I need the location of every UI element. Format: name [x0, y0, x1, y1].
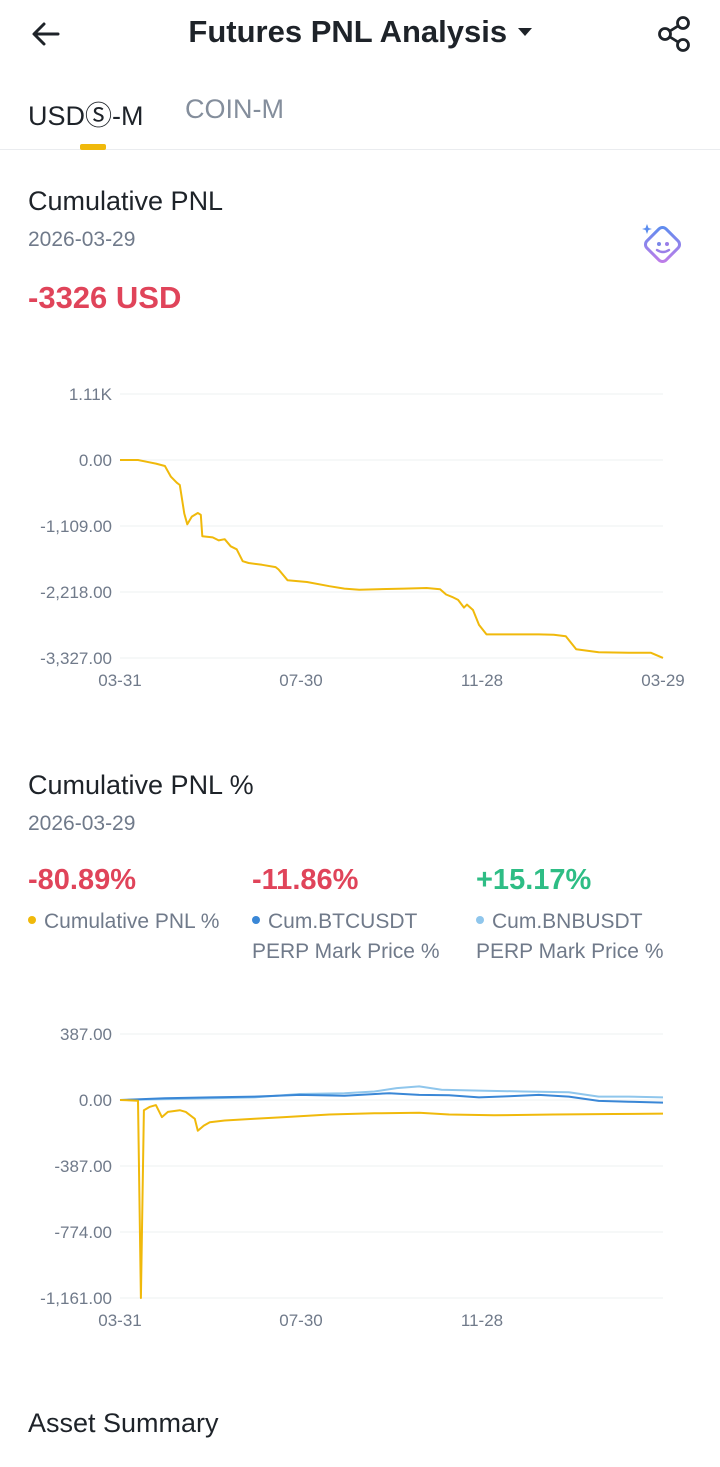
cumulative-pnl-pct-date: 2026-03-29 [28, 812, 136, 835]
ai-assistant-button[interactable] [638, 222, 688, 268]
back-button[interactable] [28, 14, 68, 54]
stat-btc-mark-price-pct: -11.86% [252, 864, 359, 896]
stat-bnb-mark-price-pct: +15.17% [476, 864, 592, 896]
legend-btc-mark-price: Cum.BTCUSDT PERP Mark Price % [252, 907, 440, 967]
legend-label: Cum.BNBUSDT [492, 910, 643, 933]
x-tick-label: 07-30 [279, 671, 322, 690]
x-tick-label: 11-28 [461, 1311, 503, 1330]
x-tick-label: 03-31 [98, 671, 141, 690]
legend-dot-icon [28, 916, 36, 925]
y-tick-label: 387.00 [60, 1025, 112, 1044]
x-tick-label: 11-28 [461, 671, 503, 690]
share-button[interactable] [652, 12, 696, 56]
series-line-0 [120, 459, 664, 659]
x-tick-label: 07-30 [279, 1311, 322, 1330]
legend-bnb-mark-price: Cum.BNBUSDT PERP Mark Price % [476, 907, 664, 967]
x-tick-label: 03-29 [641, 671, 684, 690]
cumulative-pnl-pct-chart-svg: 387.00 0.00 -387.00 -774.00 -1,161.00 03-31 07… [40, 1025, 664, 1330]
y-tick-label: 0.00 [79, 1091, 112, 1110]
y-tick-label: -3,327.00 [40, 649, 112, 668]
share-icon [658, 16, 690, 52]
y-tick-label: -1,109.00 [40, 517, 112, 536]
cumulative-pnl-date: 2026-03-29 [28, 228, 136, 251]
page-title: Futures PNL Analysis [188, 14, 508, 49]
cumulative-pnl-value: -3326 USD [28, 280, 182, 315]
series-line-2 [119, 1099, 664, 1299]
y-tick-label: -1,161.00 [40, 1289, 112, 1308]
cumulative-pnl-pct-chart[interactable]: 387.00 0.00 -387.00 -774.00 -1,161.00 03-31 07… [0, 1010, 720, 1340]
asset-summary-title: Asset Summary [28, 1408, 219, 1438]
active-tab-indicator [80, 144, 106, 150]
x-tick-label: 03-31 [98, 1311, 141, 1330]
cumulative-pnl-chart-svg: 1.11K 0.00 -1,109.00 -2,218.00 -3,327.00 03-3… [40, 385, 685, 690]
legend-label-line2: PERP Mark Price % [476, 940, 664, 963]
legend-label: Cum.BTCUSDT [268, 910, 418, 933]
caret-down-icon [517, 28, 532, 36]
y-tick-label: 1.11K [69, 385, 113, 404]
margin-type-tabs: USDⓈ-M COIN-M [0, 88, 720, 150]
title-dropdown[interactable]: Futures PNL Analysis [0, 14, 720, 50]
legend-dot-icon [476, 916, 484, 925]
legend-label-line2: PERP Mark Price % [252, 940, 440, 963]
ai-assistant-icon [642, 224, 682, 264]
y-tick-label: -2,218.00 [40, 583, 112, 602]
arrow-left-icon [32, 22, 60, 46]
y-tick-label: 0.00 [79, 451, 112, 470]
cumulative-pnl-pct-title: Cumulative PNL % [28, 770, 254, 800]
legend-dot-icon [252, 916, 260, 925]
series-line-1 [119, 1092, 664, 1104]
top-app-bar: Futures PNL Analysis [0, 0, 720, 70]
tab-coin-m[interactable]: COIN-M [185, 94, 284, 124]
legend-cumulative-pnl-pct: Cumulative PNL % [28, 907, 219, 937]
cumulative-pnl-chart[interactable]: 1.11K 0.00 -1,109.00 -2,218.00 -3,327.00 03-3… [0, 370, 720, 700]
legend-label: Cumulative PNL % [44, 910, 220, 933]
stat-cumulative-pnl-pct: -80.89% [28, 864, 137, 896]
y-tick-label: -774.00 [54, 1223, 112, 1242]
cumulative-pnl-title: Cumulative PNL [28, 186, 224, 216]
tab-usds-m[interactable]: USDⓈ-M [28, 101, 144, 131]
y-tick-label: -387.00 [54, 1157, 112, 1176]
